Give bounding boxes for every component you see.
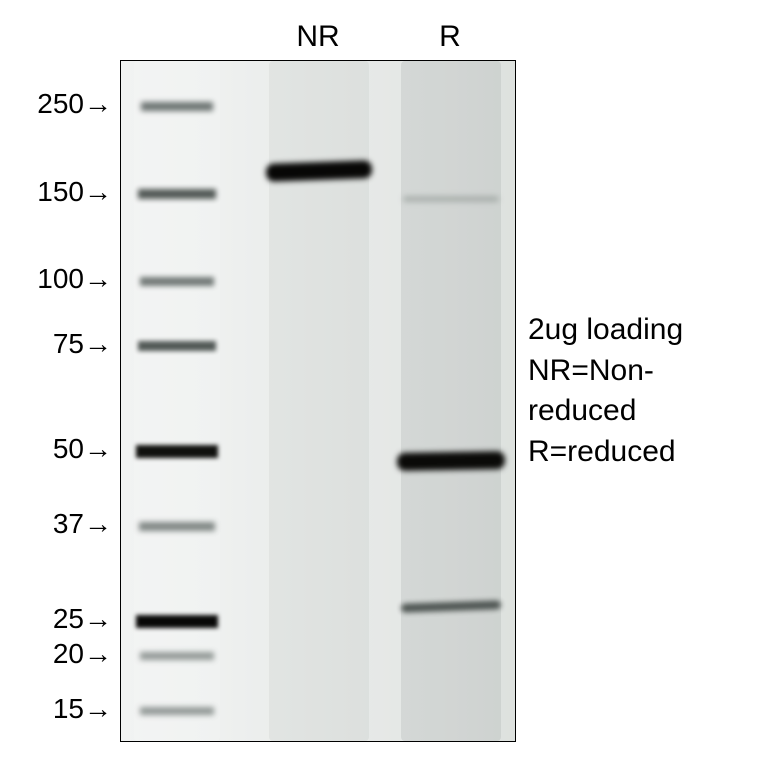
mw-label-37: 37→ xyxy=(53,508,112,540)
band-ladder-100 xyxy=(140,277,214,286)
band-ladder-50 xyxy=(136,445,218,458)
mw-label-100: 100→ xyxy=(37,263,112,295)
mw-label-250: 250→ xyxy=(37,88,112,120)
lane-shade-ladder xyxy=(134,61,220,741)
lane-shade-reduced xyxy=(401,61,501,741)
mw-label-75: 75→ xyxy=(53,328,112,360)
band-ladder-20 xyxy=(140,652,214,660)
gel-area xyxy=(120,60,516,742)
band-ladder-15 xyxy=(140,707,214,715)
mw-label-20: 20→ xyxy=(53,638,112,670)
lane-label-nr: NR xyxy=(288,20,348,54)
mw-label-15: 15→ xyxy=(53,693,112,725)
annotation-text: 2ug loading NR=Non- reduced R=reduced xyxy=(528,310,683,472)
band-ladder-37 xyxy=(139,522,215,531)
band-ladder-250 xyxy=(141,102,213,111)
mw-label-25: 25→ xyxy=(53,603,112,635)
mw-label-50: 50→ xyxy=(53,433,112,465)
band-r-0 xyxy=(403,196,499,202)
band-ladder-75 xyxy=(138,341,216,351)
lane-label-r: R xyxy=(420,20,480,54)
figure-root: NR R 2ug loading NR=Non- reduced R=reduc… xyxy=(0,0,764,764)
mw-label-150: 150→ xyxy=(37,176,112,208)
band-r-1 xyxy=(397,451,505,471)
band-ladder-150 xyxy=(138,189,216,199)
band-nr-0 xyxy=(266,160,373,182)
band-ladder-25 xyxy=(136,615,218,628)
